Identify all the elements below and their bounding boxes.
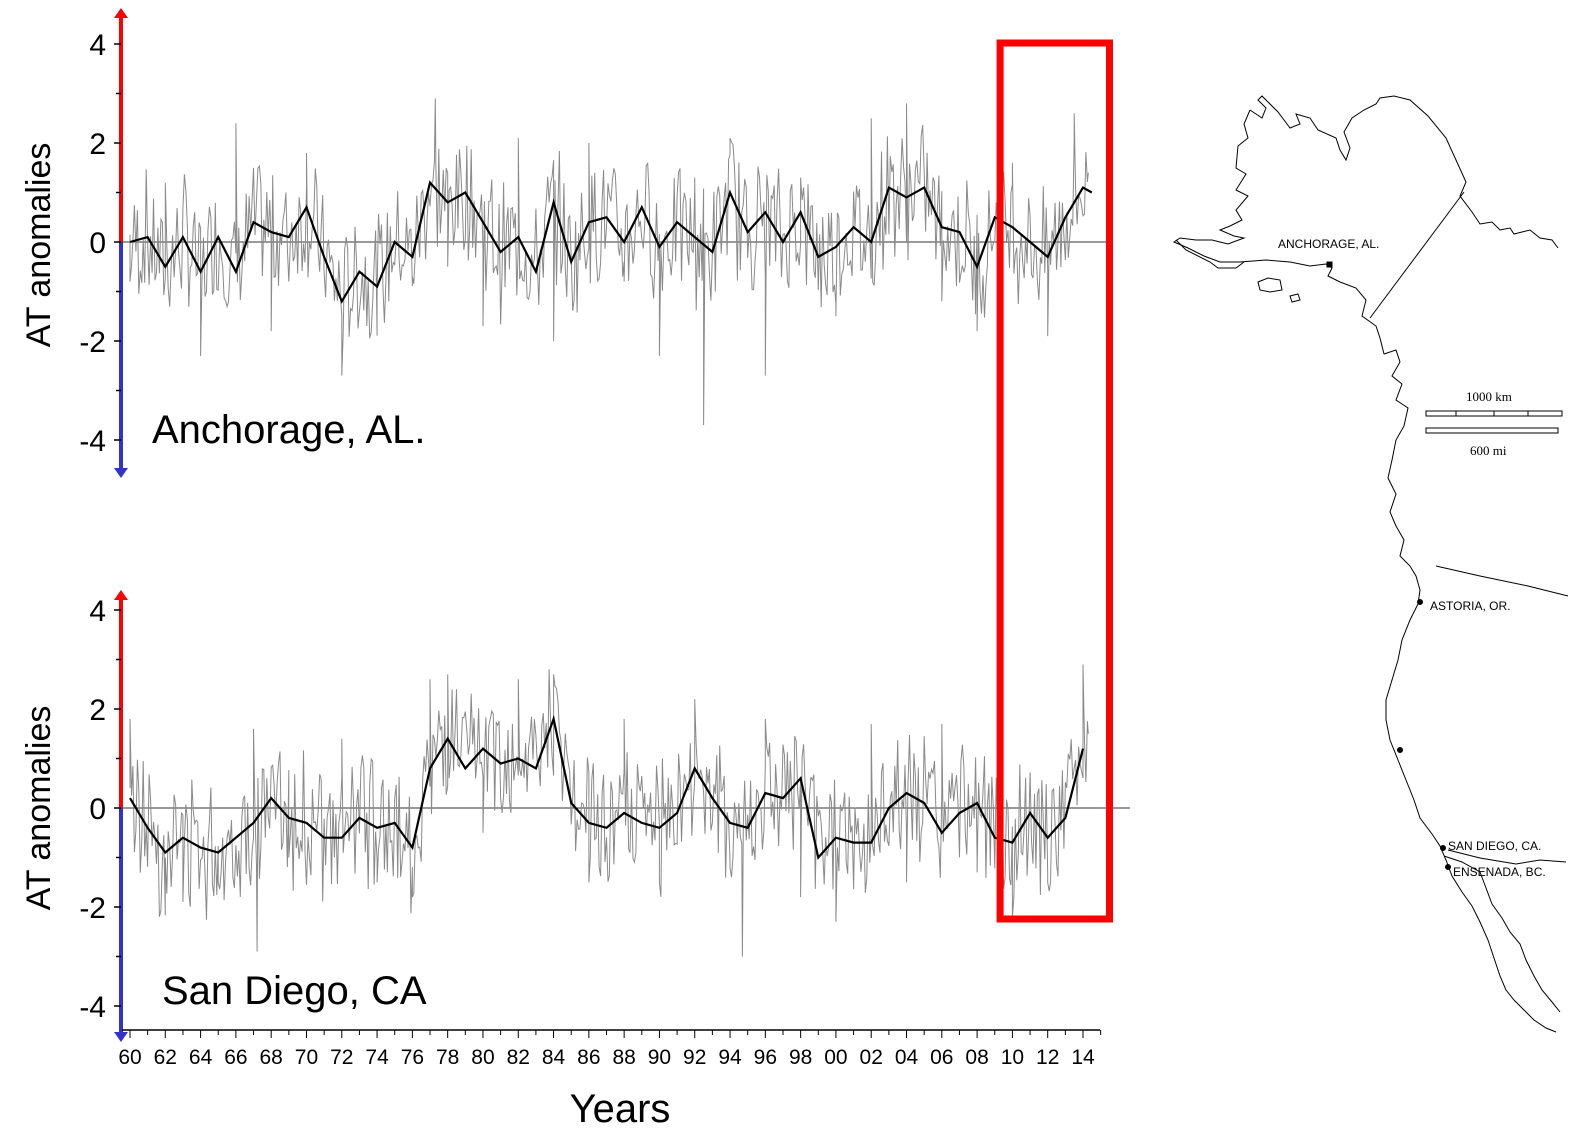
x-tick-label: 70	[295, 1046, 318, 1069]
border-ak-ca	[1370, 192, 1464, 318]
anchorage-panel: AT anomalies 4 2 0 -2 -4 Anchorage, AL.	[20, 8, 1106, 478]
y-axis	[114, 8, 128, 478]
x-tick-label: 84	[542, 1046, 566, 1069]
x-tick-label: 66	[224, 1046, 247, 1069]
x-tick-label: 02	[860, 1046, 883, 1069]
ensenada-marker	[1446, 865, 1451, 870]
y-tick-label: 4	[89, 29, 106, 62]
map-label-ensenada: ENSENADA, BC.	[1453, 865, 1546, 879]
y-tick-label: -2	[79, 892, 106, 925]
y-tick-label: 0	[89, 793, 106, 826]
map-label-astoria: ASTORIA, OR.	[1430, 599, 1510, 613]
y-tick-labels: 4 2 0 -2 -4	[79, 595, 106, 1024]
x-tick-label: 04	[895, 1046, 919, 1069]
y-tick-label: -4	[79, 991, 106, 1024]
x-tick-label: 10	[1001, 1046, 1024, 1069]
arrow-up-icon	[114, 8, 128, 18]
scale-label-km: 1000 km	[1466, 389, 1512, 404]
x-tick-label: 82	[507, 1046, 530, 1069]
x-tick-label: 62	[154, 1046, 177, 1069]
x-tick-label: 78	[436, 1046, 459, 1069]
scale-label-mi: 600 mi	[1470, 443, 1507, 458]
monthly-series-line	[130, 99, 1088, 426]
x-tick-label: 14	[1071, 1046, 1095, 1069]
border-ca-wa	[1436, 566, 1568, 596]
x-ticks: 60 62 64 66 68 70 72 74 76 78 80 82 84 86 88 90 92 94 96 98…	[118, 1030, 1100, 1069]
map-label-anchorage: ANCHORAGE, AL.	[1278, 237, 1379, 251]
y-tick-labels: 4 2 0 -2 -4	[79, 29, 106, 458]
x-tick-label: 68	[260, 1046, 283, 1069]
anchorage-marker	[1327, 262, 1332, 267]
x-tick-label: 74	[365, 1046, 389, 1069]
y-tick-label: -2	[79, 326, 106, 359]
x-tick-label: 96	[754, 1046, 777, 1069]
x-tick-label: 00	[824, 1046, 847, 1069]
arrow-down-icon	[114, 1032, 128, 1042]
x-tick-label: 90	[648, 1046, 671, 1069]
site-label-san-diego: San Diego, CA	[162, 969, 427, 1013]
x-axis-label: Years	[570, 1087, 671, 1131]
san-diego-marker	[1441, 846, 1446, 851]
san-diego-panel: AT anomalies 420-2-4 San Diego, CA 60 62 6…	[20, 590, 1130, 1131]
x-tick-label: 76	[401, 1046, 424, 1069]
y-axis-label: AT anomalies	[20, 143, 58, 348]
scale-bar-mi	[1426, 428, 1558, 433]
y-axis	[114, 590, 128, 1042]
x-tick-label: 94	[718, 1046, 742, 1069]
x-tick-label: 60	[118, 1046, 141, 1069]
highlight-box	[1000, 43, 1109, 919]
x-tick-label: 64	[189, 1046, 213, 1069]
map-label-san-diego: SAN DIEGO, CA.	[1448, 839, 1541, 853]
city-marker	[1398, 748, 1403, 753]
arrow-up-icon	[114, 590, 128, 600]
x-tick-label: 06	[930, 1046, 953, 1069]
x-tick-label: 98	[789, 1046, 812, 1069]
x-tick-label: 92	[683, 1046, 706, 1069]
x-tick-label: 12	[1036, 1046, 1059, 1069]
y-tick-label: 2	[89, 128, 106, 161]
alaska-west-coast	[1174, 110, 1384, 354]
x-tick-label: 72	[330, 1046, 353, 1069]
x-tick-label: 80	[471, 1046, 494, 1069]
x-tick-label: 86	[577, 1046, 600, 1069]
baja-inner-coast	[1444, 856, 1560, 1012]
y-tick-label: 2	[89, 694, 106, 727]
islands	[1258, 278, 1300, 302]
arrow-down-icon	[114, 468, 128, 478]
y-tick-label: 0	[89, 227, 106, 260]
x-tick-label: 08	[965, 1046, 988, 1069]
x-tick-label: 88	[612, 1046, 635, 1069]
y-tick-label: -4	[79, 425, 106, 458]
site-label-anchorage: Anchorage, AL.	[152, 408, 426, 452]
monthly-series-line	[130, 665, 1088, 957]
alaska-peninsula	[1176, 240, 1244, 268]
astoria-marker	[1418, 600, 1423, 605]
alaska-coastline	[1250, 96, 1558, 248]
y-axis-label: AT anomalies	[20, 706, 58, 911]
smoothed-series-line	[130, 719, 1083, 858]
y-tick-label: 4	[89, 595, 106, 628]
